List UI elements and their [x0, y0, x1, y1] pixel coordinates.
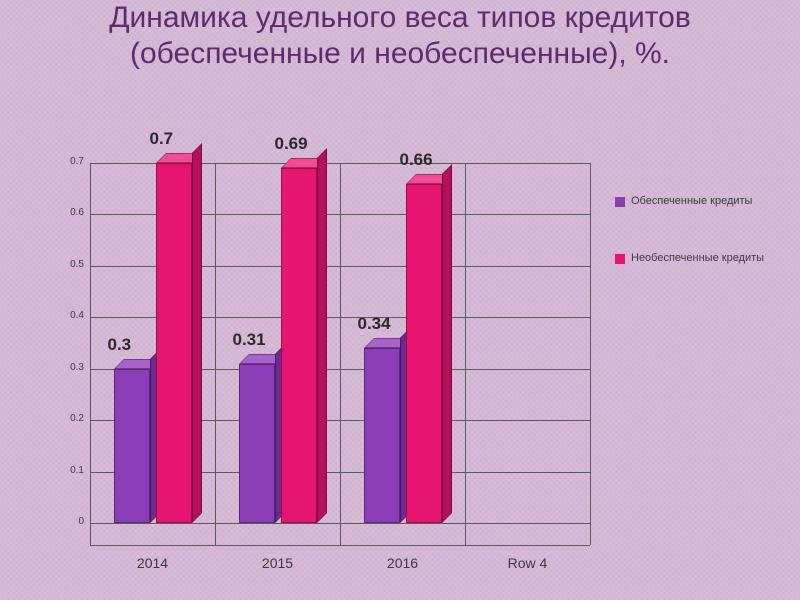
- x-axis-label: 2014: [90, 555, 215, 571]
- legend-swatch: [615, 197, 625, 207]
- x-axis-label: 2016: [340, 555, 465, 571]
- bar: [114, 369, 150, 523]
- bar-front: [281, 168, 317, 523]
- data-label: 0.34: [358, 314, 391, 334]
- x-axis-label: 2015: [215, 555, 340, 571]
- data-label: 0.69: [275, 134, 308, 154]
- data-label: 0.31: [233, 330, 266, 350]
- bar: [364, 348, 400, 523]
- y-tick-label: 0.1: [54, 465, 84, 476]
- data-label: 0.66: [400, 150, 433, 170]
- x-gridline: [90, 163, 91, 545]
- legend-label: Обеспеченные кредиты: [631, 195, 752, 208]
- y-tick-label: 0.5: [54, 259, 84, 270]
- bar: [281, 168, 317, 523]
- bar-side: [317, 148, 327, 523]
- data-label: 0.3: [108, 335, 132, 355]
- bar-side: [192, 143, 202, 523]
- y-tick-label: 0.7: [54, 156, 84, 167]
- y-tick-label: 0: [54, 516, 84, 527]
- y-tick-label: 0.6: [54, 207, 84, 218]
- bar: [156, 163, 192, 523]
- x-gridline: [340, 163, 341, 545]
- x-gridline: [465, 163, 466, 545]
- bar-front: [364, 348, 400, 523]
- data-label: 0.7: [150, 129, 174, 149]
- x-axis: [90, 545, 590, 546]
- bar: [239, 364, 275, 523]
- legend: Обеспеченные кредиты Необеспеченные креди…: [615, 195, 790, 308]
- legend-item: Необеспеченные кредиты: [615, 252, 790, 265]
- legend-item: Обеспеченные кредиты: [615, 195, 790, 208]
- slide-title: Динамика удельного веса типов кредитов (…: [0, 0, 800, 72]
- legend-swatch: [615, 254, 625, 264]
- y-tick-label: 0.4: [54, 310, 84, 321]
- bar-front: [239, 364, 275, 523]
- x-gridline: [215, 163, 216, 545]
- bar-front: [114, 369, 150, 523]
- legend-label: Необеспеченные кредиты: [631, 252, 764, 265]
- chart: 00.10.20.30.40.50.60.70.30.70.310.690.34…: [28, 155, 613, 590]
- title-text: Динамика удельного веса типов кредитов (…: [109, 1, 691, 70]
- bar-front: [406, 184, 442, 523]
- bar: [406, 184, 442, 523]
- bar-side: [442, 164, 452, 523]
- bar-front: [156, 163, 192, 523]
- x-axis-label: Row 4: [465, 555, 590, 571]
- y-tick-label: 0.3: [54, 362, 84, 373]
- y-tick-label: 0.2: [54, 413, 84, 424]
- x-gridline: [590, 163, 591, 545]
